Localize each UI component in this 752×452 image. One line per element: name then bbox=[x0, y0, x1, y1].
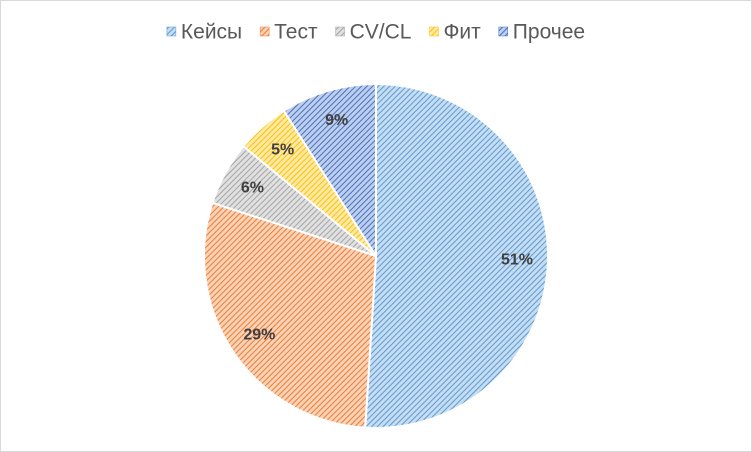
legend: Кейсы Тест CV/CL Фит Прочее bbox=[166, 21, 585, 44]
pie-slice bbox=[203, 201, 378, 429]
pie-slice bbox=[282, 82, 377, 260]
legend-marker bbox=[335, 26, 345, 37]
pie-slice bbox=[364, 82, 549, 429]
legend-label: CV/CL bbox=[350, 21, 412, 44]
data-label: 6% bbox=[241, 179, 264, 196]
legend-label: Фит bbox=[443, 21, 481, 44]
legend-label: Тест bbox=[274, 21, 318, 44]
data-label: 9% bbox=[325, 112, 348, 129]
data-label: 51% bbox=[501, 252, 533, 269]
data-label: 29% bbox=[243, 326, 275, 343]
legend-marker bbox=[498, 26, 509, 37]
legend-marker bbox=[166, 26, 177, 37]
legend-label: Прочее bbox=[513, 21, 585, 44]
legend-marker bbox=[259, 26, 270, 37]
legend-label: Кейсы bbox=[181, 21, 242, 44]
legend-marker bbox=[429, 26, 439, 37]
data-label: 5% bbox=[271, 141, 294, 158]
